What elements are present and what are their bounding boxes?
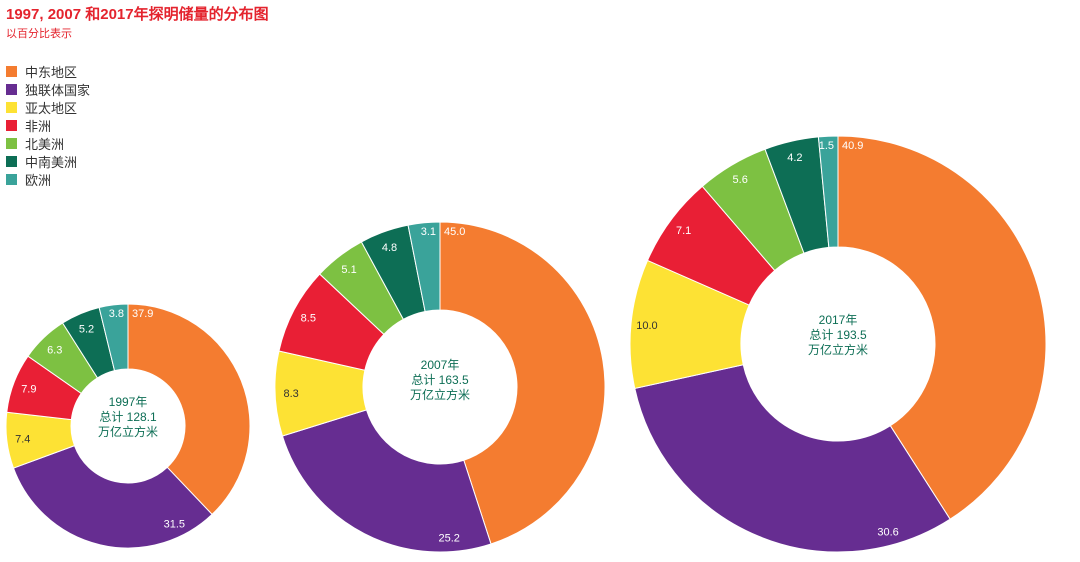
donut-slice (634, 364, 951, 553)
chart-subtitle: 以百分比表示 (6, 28, 72, 40)
slice-value-label: 30.6 (877, 526, 898, 538)
slice-value-label: 7.9 (21, 384, 36, 396)
slice-value-label: 25.2 (438, 533, 459, 545)
legend-item: 中南美洲 (6, 152, 90, 170)
donut-center-label: 2007年 (421, 358, 460, 372)
legend: 中东地区 独联体国家 亚太地区 非洲 北美洲 中南美洲 欧洲 (6, 62, 90, 188)
slice-value-label: 5.2 (79, 323, 94, 335)
legend-label: 中东地区 (25, 64, 78, 80)
slice-value-label: 5.6 (733, 174, 748, 186)
donut-slice (817, 135, 839, 248)
legend-swatch (6, 119, 17, 131)
donut-center-label: 总计 128.1 (99, 410, 157, 424)
legend-item: 非洲 (6, 116, 90, 134)
legend-item: 欧洲 (6, 170, 90, 188)
slice-value-label: 7.4 (15, 434, 30, 446)
donut-slice (127, 303, 251, 516)
donut-slice (281, 409, 492, 553)
slice-value-label: 31.5 (164, 519, 185, 531)
legend-label: 非洲 (25, 118, 52, 134)
chart-title: 1997, 2007 和2017年探明储量的分布图 (6, 6, 269, 23)
legend-swatch (6, 101, 17, 113)
donut-center-label: 万亿立方米 (98, 424, 158, 439)
slice-value-label: 45.0 (444, 226, 465, 238)
legend-item: 中东地区 (6, 62, 90, 80)
slice-value-label: 37.9 (132, 308, 153, 320)
slice-value-label: 1.5 (819, 140, 834, 152)
donut-slice (407, 221, 441, 313)
donut-center-label: 万亿立方米 (410, 387, 470, 402)
legend-swatch (6, 83, 17, 95)
donut-slice (12, 445, 213, 549)
slice-value-label: 7.1 (676, 225, 691, 237)
legend-swatch (6, 173, 17, 185)
legend-item: 亚太地区 (6, 98, 90, 116)
legend-item: 北美洲 (6, 134, 90, 152)
donut-center-label: 总计 163.5 (411, 373, 469, 387)
legend-label: 亚太地区 (25, 100, 78, 116)
donut-slice (98, 303, 129, 372)
legend-swatch (6, 137, 17, 149)
donut-center-label: 总计 193.5 (809, 328, 867, 342)
donut-center-label: 2017年 (819, 313, 858, 327)
slice-value-label: 8.5 (301, 312, 316, 324)
slice-value-label: 3.8 (109, 308, 124, 320)
donut-slice (837, 135, 1047, 520)
donut-center-label: 万亿立方米 (808, 342, 868, 357)
legend-label: 欧洲 (25, 172, 52, 188)
slice-value-label: 5.1 (341, 264, 356, 276)
slice-value-label: 10.0 (636, 320, 657, 332)
legend-swatch (6, 65, 17, 77)
donut-slice (439, 221, 606, 545)
legend-label: 独联体国家 (25, 82, 91, 98)
legend-swatch (6, 155, 17, 167)
slice-value-label: 4.2 (787, 152, 802, 164)
legend-label: 北美洲 (25, 136, 65, 152)
legend-item: 独联体国家 (6, 80, 90, 98)
legend-label: 中南美洲 (25, 154, 78, 170)
slice-value-label: 8.3 (283, 388, 298, 400)
slice-value-label: 3.1 (421, 226, 436, 238)
donut-center-label: 1997年 (109, 395, 148, 409)
slice-value-label: 6.3 (47, 344, 62, 356)
slice-value-label: 40.9 (842, 140, 863, 152)
slice-value-label: 4.8 (382, 242, 397, 254)
